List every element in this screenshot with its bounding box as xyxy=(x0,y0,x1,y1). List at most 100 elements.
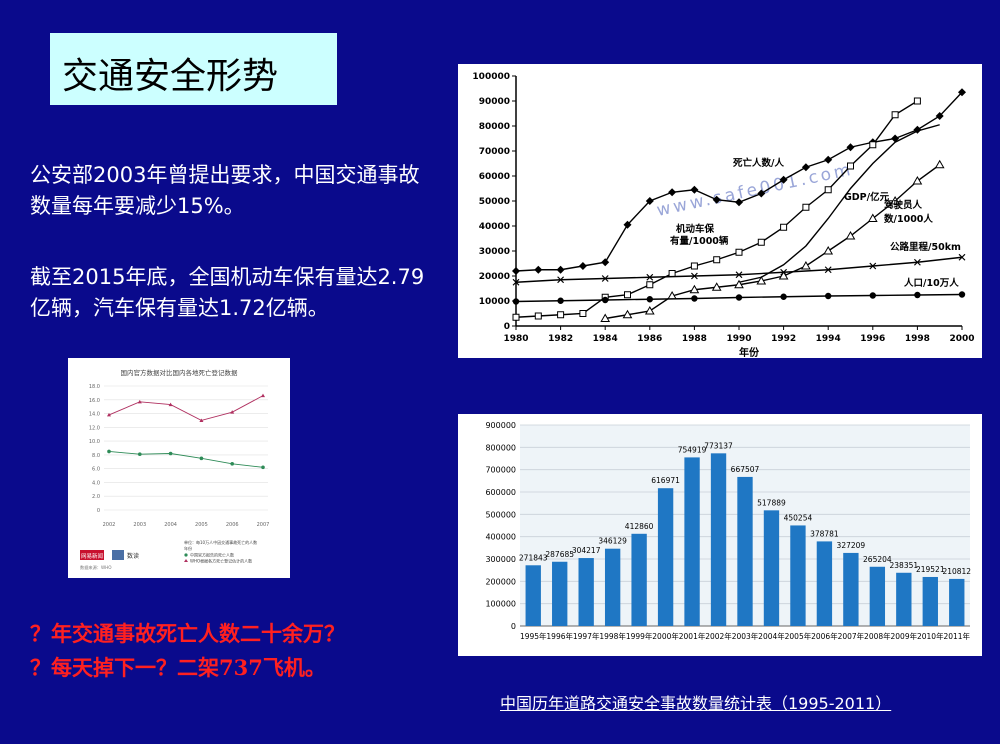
legend-entry: WHO根据各方死亡登记估计的人数 xyxy=(190,558,252,564)
data-point xyxy=(668,188,677,197)
data-point xyxy=(935,112,944,120)
data-point xyxy=(757,189,766,198)
bar-value-label: 304217 xyxy=(572,546,601,555)
y-tick-label: 90000 xyxy=(479,97,510,107)
y-tick-label: 2.0 xyxy=(92,494,100,500)
y-tick-label: 18.0 xyxy=(89,384,100,390)
x-tick-label: 2004年 xyxy=(758,631,785,641)
bar xyxy=(657,488,674,626)
bar xyxy=(552,561,568,626)
data-point xyxy=(914,291,921,299)
data-point xyxy=(845,230,856,240)
series-line xyxy=(108,450,264,468)
data-point xyxy=(713,256,721,264)
paragraph-vehicle-count: 截至2015年底，全国机动车保有量达2.79亿辆，汽车保有量达1.72亿辆。 xyxy=(30,265,425,320)
data-point xyxy=(168,451,173,456)
x-tick-label: 2002 xyxy=(103,522,116,528)
data-point xyxy=(168,402,173,407)
x-tick-label: 1980 xyxy=(503,334,528,344)
data-point xyxy=(958,291,966,298)
bar-value-label: 271843 xyxy=(519,553,548,562)
data-point xyxy=(512,278,520,286)
data-point xyxy=(512,313,520,321)
bar-value-label: 667507 xyxy=(731,465,760,474)
data-point xyxy=(912,175,923,185)
data-point xyxy=(824,266,832,274)
y-tick-label: 900000 xyxy=(485,421,516,430)
bar xyxy=(525,565,541,626)
data-point xyxy=(867,213,878,222)
series-line xyxy=(738,124,940,283)
series-label: 公路里程/50km xyxy=(890,241,961,253)
data-point xyxy=(556,265,565,274)
data-point xyxy=(780,268,788,276)
data-point xyxy=(824,186,832,194)
data-point xyxy=(622,309,633,319)
x-tick-label: 2002年 xyxy=(705,631,732,641)
data-point xyxy=(534,265,543,274)
series-label: 数/1000人 xyxy=(883,213,933,225)
data-point xyxy=(869,141,877,149)
brand2-logo xyxy=(112,550,124,560)
title-box: 交通安全形势 xyxy=(50,33,337,105)
series-label: GDP/亿元 xyxy=(844,191,890,203)
bar xyxy=(604,548,621,626)
bar-value-label: 210812 xyxy=(942,567,971,576)
y-tick-label: 40000 xyxy=(479,222,510,232)
y-tick-label: 200000 xyxy=(485,577,516,586)
bar xyxy=(843,552,859,626)
data-point xyxy=(137,399,142,404)
bar-value-label: 412860 xyxy=(625,522,654,531)
data-point xyxy=(891,111,899,119)
slide-title: 交通安全形势 xyxy=(62,56,279,97)
x-tick-label: 1997年 xyxy=(573,631,600,641)
data-point xyxy=(690,272,698,280)
data-point xyxy=(934,159,945,169)
bar xyxy=(763,510,780,626)
bar-value-label: 346129 xyxy=(598,537,627,546)
x-tick-label: 1998年 xyxy=(599,631,626,641)
brand2-name: 数读 xyxy=(127,552,139,560)
data-point xyxy=(230,410,235,414)
bar-value-label: 378781 xyxy=(810,529,839,538)
data-point xyxy=(823,245,834,255)
series-label: 人口/10万人 xyxy=(904,277,959,289)
y-tick-label: 4.0 xyxy=(92,480,100,486)
series-4 xyxy=(512,253,966,286)
x-tick-label: 2001年 xyxy=(679,631,706,641)
y-tick-label: 800000 xyxy=(485,443,516,452)
x-tick-label: 1988 xyxy=(682,334,707,344)
data-point xyxy=(557,311,565,319)
data-point xyxy=(869,262,877,270)
bar xyxy=(922,576,938,626)
x-tick-label: 2003年 xyxy=(732,631,759,641)
x-tick-label: 2011年 xyxy=(943,631,970,641)
legend-unit: 年份 xyxy=(184,545,192,551)
x-tick-label: 2004 xyxy=(164,522,177,528)
data-point xyxy=(735,248,743,256)
data-point xyxy=(646,273,654,281)
bar-value-label: 219521 xyxy=(916,565,945,574)
data-point xyxy=(958,253,966,261)
bar-value-label: 327209 xyxy=(837,541,866,550)
x-tick-label: 1992 xyxy=(771,334,796,344)
x-tick-label: 2009年 xyxy=(891,631,918,641)
bar xyxy=(949,578,965,626)
data-point xyxy=(644,305,655,315)
x-tick-label: 2010年 xyxy=(917,631,944,641)
x-tick-label: 2007年 xyxy=(838,631,865,641)
x-tick-label: 1998 xyxy=(905,334,930,344)
x-tick-label: 1986 xyxy=(637,334,662,344)
series-1 xyxy=(512,97,921,321)
y-tick-label: 0 xyxy=(97,508,100,514)
y-tick-label: 100000 xyxy=(485,600,516,609)
data-point xyxy=(780,223,788,231)
data-point xyxy=(825,292,832,300)
data-point xyxy=(958,88,966,97)
data-point xyxy=(869,292,876,299)
data-point xyxy=(199,418,204,422)
series-0 xyxy=(107,449,265,470)
y-tick-label: 60000 xyxy=(479,172,510,182)
bar-chart-accidents: 0 100000 200000 300000 400000 500000 600000 700… xyxy=(485,421,971,641)
legend-entry: 中国官方报告的死亡人数 xyxy=(190,552,234,558)
